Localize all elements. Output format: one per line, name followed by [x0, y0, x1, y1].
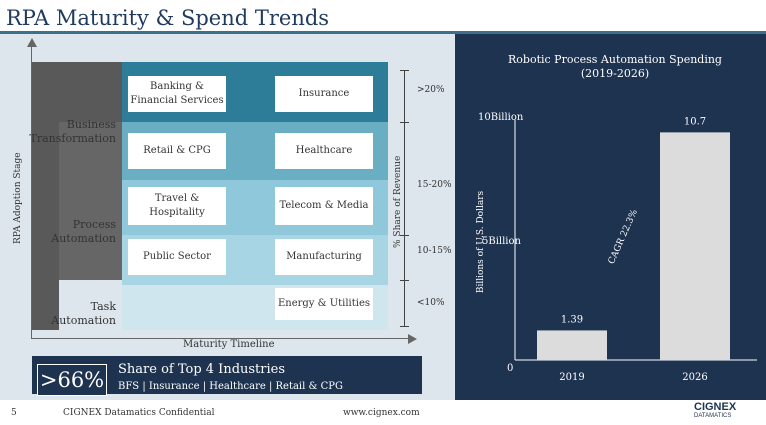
industry-public-sector: Public Sector [128, 239, 226, 275]
industry-label: Manufacturing [286, 251, 362, 262]
top4-title: Share of Top 4 Industries [118, 362, 286, 377]
share-lt10: <10% [417, 298, 445, 308]
company-logo: CIGNEX DATAMATICS [694, 402, 764, 424]
share-scale-tick [400, 280, 409, 281]
share-scale-tick [400, 326, 409, 327]
industry-manufacturing: Manufacturing [275, 239, 373, 275]
industry-retail: Retail & CPG [128, 133, 226, 169]
title-divider [0, 31, 766, 34]
x-axis-arrow [408, 334, 417, 344]
y-axis-label: RPA Adoption Stage [13, 152, 23, 244]
chart-title: Robotic Process Automation Spending (201… [500, 53, 730, 81]
industry-label: Energy & Utilities [277, 298, 371, 309]
industry-label: Public Sector [143, 251, 211, 262]
logo-subtext: DATAMATICS [694, 413, 732, 419]
bar-2026 [660, 132, 730, 360]
industry-telecom: Telecom & Media [275, 187, 373, 225]
category-label-2019: 2019 [559, 372, 584, 383]
industry-label: Retail & CPG [143, 145, 211, 156]
industry-travel: Travel & Hospitality [128, 187, 226, 225]
stage-process-automation: Process Automation [51, 218, 116, 245]
bar-2019 [537, 330, 607, 360]
share-gt20: >20% [417, 85, 445, 95]
footer-url[interactable]: www.cignex.com [343, 408, 420, 418]
industry-banking: Banking & Financial Services [128, 76, 226, 112]
industry-label: Healthcare [295, 145, 353, 156]
chart-title-line1: Robotic Process Automation Spending [508, 53, 722, 66]
bar-value-label-2019: 1.39 [561, 314, 583, 325]
industry-label: Telecom & Media [279, 200, 369, 211]
stage-task-automation: Task Automation [51, 300, 116, 327]
confidential-note: CIGNEX Datamatics Confidential [63, 408, 215, 418]
industry-label: Banking & Financial Services [130, 81, 224, 106]
stage-business-transformation: Business Transformation [29, 118, 116, 145]
chart-tick-10b: 10Billion [478, 112, 524, 123]
top4-share-value: >66% [37, 364, 107, 396]
x-axis-label: Maturity Timeline [183, 339, 275, 350]
industry-label: Insurance [298, 88, 350, 99]
share-15-20: 15-20% [417, 180, 452, 190]
stage-bar-task [31, 122, 59, 330]
top4-subtitle: BFS | Insurance | Healthcare | Retail & … [118, 381, 343, 392]
industry-energy: Energy & Utilities [275, 288, 373, 320]
industry-healthcare: Healthcare [275, 133, 373, 169]
share-scale-tick [400, 70, 409, 71]
industry-insurance: Insurance [275, 76, 373, 112]
share-scale-line [404, 70, 405, 326]
share-10-15: 10-15% [417, 246, 452, 256]
page-title: RPA Maturity & Spend Trends [6, 6, 330, 30]
y-axis [31, 44, 32, 338]
chart-tick-0: 0 [507, 363, 514, 374]
bar-value-label-2026: 10.7 [684, 116, 706, 127]
y-axis-arrow [27, 38, 37, 47]
chart-title-line2: (2019-2026) [580, 67, 650, 80]
industry-label: Travel & Hospitality [149, 193, 205, 218]
share-scale-tick [400, 235, 409, 236]
logo-wordmark: CIGNEX [694, 401, 737, 413]
page-number: 5 [11, 408, 17, 418]
chart-tick-5b: 5Billion [482, 236, 521, 247]
spend-chart: 1.39 2019 10.7 2026 [514, 116, 757, 383]
share-axis-label: % Share of Revenue [393, 155, 403, 248]
stage-bar-business [31, 62, 122, 122]
share-scale-tick [400, 122, 409, 123]
x-axis [31, 338, 411, 339]
category-label-2026: 2026 [682, 372, 707, 383]
